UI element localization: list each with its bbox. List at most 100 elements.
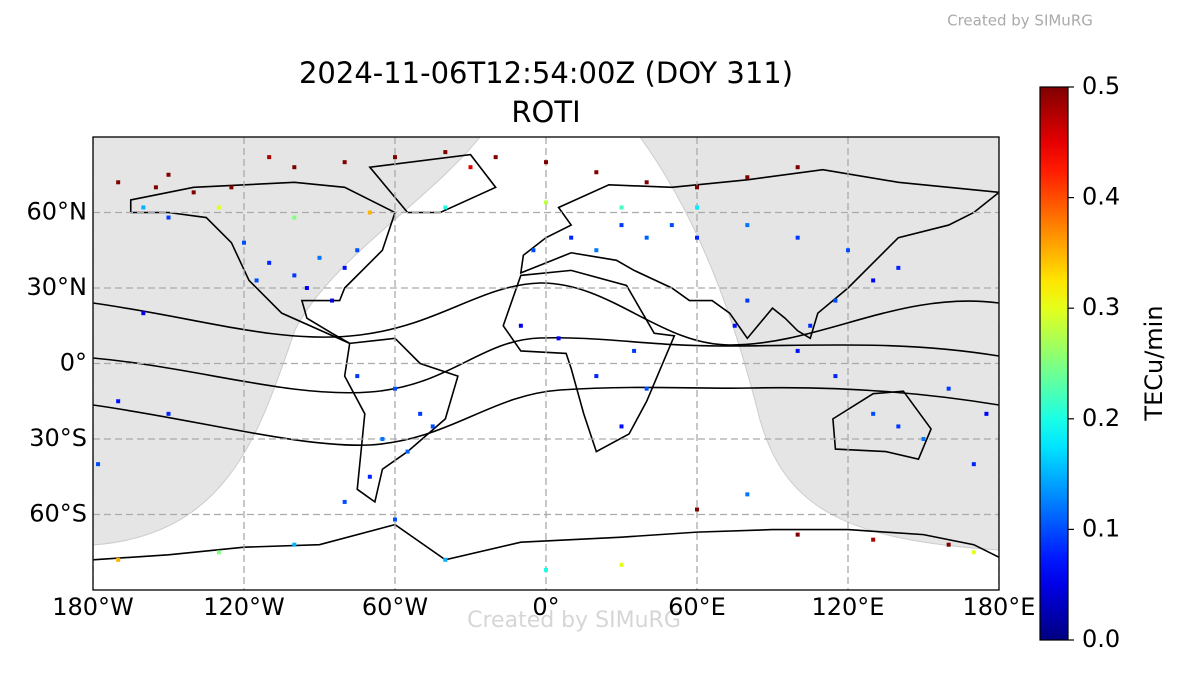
roti-point xyxy=(644,386,649,391)
chart-title: 2024-11-06T12:54:00Z (DOY 311) xyxy=(299,56,793,90)
roti-point xyxy=(871,537,876,542)
colorbar xyxy=(1039,86,1069,641)
roti-point xyxy=(871,278,876,283)
roti-point xyxy=(166,411,171,416)
roti-point xyxy=(317,255,322,260)
roti-point xyxy=(896,265,901,270)
roti-point xyxy=(430,424,435,429)
roti-point xyxy=(896,424,901,429)
roti-point xyxy=(191,190,196,195)
roti-point xyxy=(544,567,548,572)
colorbar-tick-label: 0.3 xyxy=(1082,293,1120,321)
roti-point xyxy=(619,562,624,567)
roti-point xyxy=(443,205,448,210)
map-frame xyxy=(92,136,1000,591)
roti-point xyxy=(833,298,838,303)
roti-point xyxy=(355,374,360,379)
points xyxy=(96,150,989,572)
colorbar-tick-label: 0.4 xyxy=(1082,183,1120,211)
roti-point xyxy=(846,248,850,253)
roti-point xyxy=(921,437,926,441)
roti-point xyxy=(619,223,624,228)
roti-point xyxy=(393,155,397,160)
x-tick-label: 120°W xyxy=(203,593,285,621)
y-tick-label: 60°N xyxy=(27,198,88,226)
roti-point xyxy=(971,550,976,555)
colorbar-tick-label: 0.2 xyxy=(1082,404,1120,432)
roti-point xyxy=(254,278,259,283)
roti-point xyxy=(531,248,536,253)
roti-point xyxy=(946,386,951,391)
roti-point xyxy=(292,542,297,547)
roti-point xyxy=(141,205,146,210)
watermark: Created by SIMuRG xyxy=(947,12,1093,30)
x-tick-label: 180°E xyxy=(963,593,1036,621)
roti-point xyxy=(229,185,234,190)
roti-point xyxy=(405,449,410,454)
roti-point xyxy=(216,550,221,555)
roti-point xyxy=(556,336,561,341)
x-tick-label: 60°W xyxy=(362,593,428,621)
roti-point xyxy=(544,200,548,205)
roti-point xyxy=(96,462,101,467)
colorbar-tick-label: 0.0 xyxy=(1082,625,1120,653)
roti-point xyxy=(116,180,121,185)
roti-point xyxy=(393,517,397,522)
magnetic-line xyxy=(93,386,999,447)
roti-point xyxy=(153,185,158,190)
y-tick-label: 30°S xyxy=(29,424,87,452)
roti-point xyxy=(267,155,272,160)
roti-point xyxy=(544,160,548,165)
roti-point xyxy=(594,248,599,253)
roti-point xyxy=(594,170,599,175)
roti-point xyxy=(795,532,800,537)
roti-point xyxy=(644,180,649,185)
roti-point xyxy=(468,165,473,170)
x-tick-label: 60°E xyxy=(668,593,726,621)
colorbar-label: TECu/min xyxy=(1140,305,1168,421)
roti-point xyxy=(695,205,699,210)
roti-point xyxy=(166,215,171,220)
roti-point xyxy=(443,150,448,155)
roti-point xyxy=(418,411,423,416)
night-region xyxy=(639,137,999,551)
roti-point xyxy=(984,411,989,416)
x-tick-label: 0° xyxy=(532,593,559,621)
roti-point xyxy=(216,205,221,210)
roti-point xyxy=(380,437,385,441)
roti-point xyxy=(367,474,372,479)
grid xyxy=(93,137,999,590)
roti-point xyxy=(355,248,360,253)
roti-point xyxy=(732,323,737,328)
chart-subtitle: ROTI xyxy=(511,95,580,129)
y-tick-label: 30°N xyxy=(27,273,88,301)
magnetic-line xyxy=(93,282,999,346)
colorbar-tick-label: 0.5 xyxy=(1082,72,1120,100)
roti-point xyxy=(141,311,146,316)
roti-point xyxy=(594,374,599,379)
roti-point xyxy=(393,386,397,391)
roti-point xyxy=(116,399,121,404)
roti-point xyxy=(267,260,272,265)
roti-point xyxy=(745,298,750,303)
roti-point xyxy=(946,542,951,547)
night-region xyxy=(93,137,481,546)
roti-point xyxy=(745,223,750,228)
roti-point xyxy=(292,273,297,278)
watermark: Created by SIMuRG xyxy=(467,608,681,633)
roti-point xyxy=(669,223,674,228)
roti-point xyxy=(619,424,624,429)
magnetic-line xyxy=(93,336,999,394)
x-tick-label: 180°W xyxy=(52,593,134,621)
roti-point xyxy=(695,507,699,512)
roti-point xyxy=(695,185,699,190)
map-background xyxy=(93,137,999,590)
roti-point xyxy=(619,205,624,210)
roti-point xyxy=(569,235,574,240)
roti-point xyxy=(342,265,347,270)
roti-point xyxy=(342,160,347,165)
roti-point xyxy=(971,462,976,467)
roti-point xyxy=(304,286,309,290)
roti-point xyxy=(795,348,800,353)
